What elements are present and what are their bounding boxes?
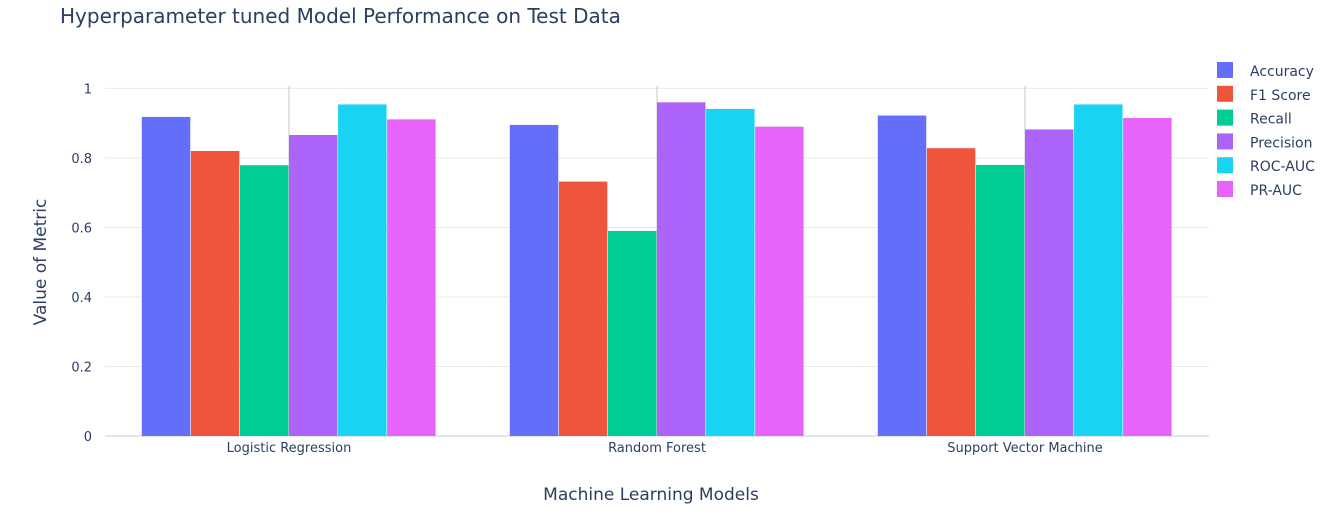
y-tick-label: 0 xyxy=(84,430,92,445)
y-axis-title: Value of Metric xyxy=(31,199,51,326)
y-axis-ticks: 0 0.2 0.4 0.6 0.8 1 xyxy=(71,82,92,445)
bar-precision[interactable] xyxy=(657,102,706,436)
bar-pr-auc[interactable] xyxy=(755,126,804,436)
legend-item[interactable]: Accuracy xyxy=(1217,62,1314,80)
bar-f1-score[interactable] xyxy=(926,148,976,436)
legend-item[interactable]: ROC-AUC xyxy=(1217,157,1315,175)
legend-swatch xyxy=(1217,157,1233,174)
y-tick-label: 0.8 xyxy=(71,152,92,167)
legend-label: Recall xyxy=(1250,112,1292,128)
bar-accuracy[interactable] xyxy=(141,116,191,437)
legend-swatch xyxy=(1217,133,1233,150)
bar-roc-auc[interactable] xyxy=(706,108,755,437)
bars xyxy=(141,102,1172,437)
legend-swatch xyxy=(1217,62,1233,78)
x-tick-label: Random Forest xyxy=(608,441,706,456)
bar-recall[interactable] xyxy=(239,165,289,437)
bar-precision[interactable] xyxy=(1025,129,1074,436)
legend-item[interactable]: Recall xyxy=(1217,109,1292,128)
legend-label: Accuracy xyxy=(1250,64,1314,80)
bar-roc-auc[interactable] xyxy=(338,104,387,437)
bar-accuracy[interactable] xyxy=(509,124,559,437)
legend-item[interactable]: PR-AUC xyxy=(1217,181,1302,199)
legend-label: F1 Score xyxy=(1250,88,1311,104)
bar-recall[interactable] xyxy=(975,164,1025,436)
legend-item[interactable]: Precision xyxy=(1217,133,1312,151)
bar-pr-auc[interactable] xyxy=(387,119,436,437)
legend-label: PR-AUC xyxy=(1250,183,1302,199)
legend-label: Precision xyxy=(1250,135,1312,151)
x-tick-label: Logistic Regression xyxy=(227,441,352,456)
legend-item[interactable]: F1 Score xyxy=(1217,85,1311,104)
y-tick-label: 0.2 xyxy=(71,360,92,375)
bar-f1-score[interactable] xyxy=(190,150,240,437)
legend-swatch xyxy=(1217,181,1233,197)
x-axis-title: Machine Learning Models xyxy=(543,485,759,505)
x-axis-ticks: Logistic Regression Random Forest Support … xyxy=(227,441,1103,456)
bar-roc-auc[interactable] xyxy=(1074,104,1123,437)
y-tick-label: 0.4 xyxy=(71,291,92,306)
legend-label: ROC-AUC xyxy=(1250,159,1315,175)
bar-precision[interactable] xyxy=(289,135,338,436)
bar-pr-auc[interactable] xyxy=(1123,117,1172,436)
x-tick-label: Support Vector Machine xyxy=(947,441,1103,456)
legend-swatch xyxy=(1217,85,1233,102)
bar-accuracy[interactable] xyxy=(877,115,927,436)
bar-recall[interactable] xyxy=(607,230,657,436)
legend[interactable]: Accuracy F1 Score Recall Precision ROC-AUC PR… xyxy=(1217,62,1315,199)
bar-f1-score[interactable] xyxy=(558,181,608,436)
legend-swatch xyxy=(1217,109,1233,126)
chart-title: Hyperparameter tuned Model Performance o… xyxy=(60,4,621,28)
y-tick-label: 1 xyxy=(84,82,92,97)
y-tick-label: 0.6 xyxy=(71,221,92,236)
